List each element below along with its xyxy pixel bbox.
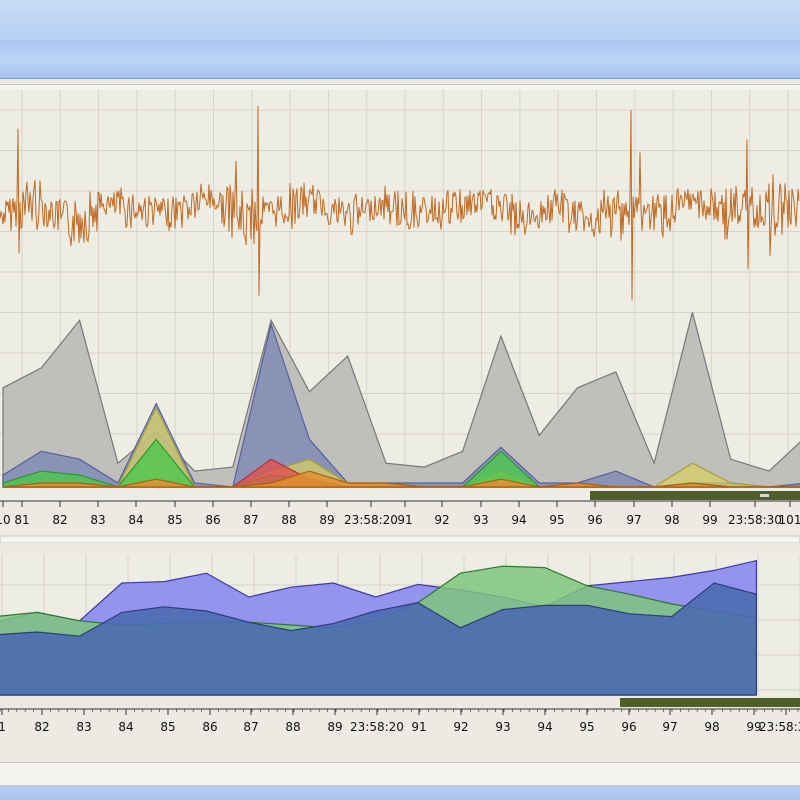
toolbar-band — [0, 40, 800, 79]
x-tick-label: 97 — [626, 513, 641, 527]
x-tick-label: 83 — [90, 513, 105, 527]
scrollbar-grip[interactable] — [760, 494, 769, 497]
bottom-band — [0, 786, 800, 800]
area-series — [0, 559, 757, 696]
x-tick-label: 88 — [281, 513, 296, 527]
area-series-6 — [2, 470, 800, 488]
x-tick-label: 95 — [579, 720, 594, 734]
x-tick-label: 81 — [14, 513, 29, 527]
x-tick-label: 99 — [746, 720, 761, 734]
x-tick-label: 86 — [205, 513, 220, 527]
status-strip — [0, 762, 800, 786]
chart-separator — [0, 535, 800, 543]
x-tick-label: 93 — [495, 720, 510, 734]
x-tick-label: 88 — [285, 720, 300, 734]
x-tick-label: 85 — [160, 720, 175, 734]
x-tick-label: 89 — [319, 513, 334, 527]
x-tick-label: 99 — [702, 513, 717, 527]
signal-trace — [0, 105, 800, 301]
x-tick-label: 87 — [243, 720, 258, 734]
x-tick-label: 1 — [0, 720, 6, 734]
overview-area-chart: 1 82 83 84 85 86 87 88 89 23:58:20 91 92 93 94 95 96 97 9… — [0, 555, 800, 734]
x-tick-label: 82 — [34, 720, 49, 734]
scrollbar-thumb[interactable] — [590, 491, 800, 500]
x-tick-label: 84 — [118, 720, 133, 734]
x-tick-label: 82 — [52, 513, 67, 527]
x-tick-label: 98 — [664, 513, 679, 527]
x-tick-label: 96 — [621, 720, 636, 734]
x-tick-label: 86 — [202, 720, 217, 734]
x-tick-label: 91 — [411, 720, 426, 734]
x-tick-label: 93 — [473, 513, 488, 527]
scrollbar-track[interactable] — [0, 490, 800, 500]
x-axis-ticks: 1 82 83 84 85 86 87 88 89 23:58:20 91 92 93 94 95 96 97 9… — [0, 709, 800, 734]
x-tick-label: 91 — [397, 513, 412, 527]
x-tick-label: 23:58:30 — [728, 513, 782, 527]
x-tick-label: 23:58:20 — [344, 513, 398, 527]
x-tick-label: 23:58:20 — [350, 720, 404, 734]
x-tick-label: 95 — [549, 513, 564, 527]
x-tick-label: 92 — [453, 720, 468, 734]
title-bar — [0, 0, 800, 41]
scrollbar-thumb[interactable] — [620, 698, 800, 707]
x-tick-label: 97 — [662, 720, 677, 734]
x-tick-label: 85 — [167, 513, 182, 527]
x-tick-label: 89 — [327, 720, 342, 734]
x-tick-label: 101 — [779, 513, 800, 527]
signal-trace-line — [0, 105, 800, 301]
x-tick-label: 23:58:30 — [759, 720, 800, 734]
area-series-1 — [2, 312, 800, 488]
x-tick-label: 10 — [0, 513, 11, 527]
x-tick-label: 94 — [537, 720, 552, 734]
x-tick-label: 94 — [511, 513, 526, 527]
x-tick-label: 92 — [434, 513, 449, 527]
area-series — [2, 312, 800, 488]
x-tick-label: 98 — [704, 720, 719, 734]
x-tick-label: 83 — [76, 720, 91, 734]
x-tick-label: 84 — [128, 513, 143, 527]
x-axis-minor-ticks — [0, 709, 799, 712]
area-series-3 — [0, 582, 757, 696]
x-tick-label: 87 — [243, 513, 258, 527]
x-tick-label: 96 — [587, 513, 602, 527]
